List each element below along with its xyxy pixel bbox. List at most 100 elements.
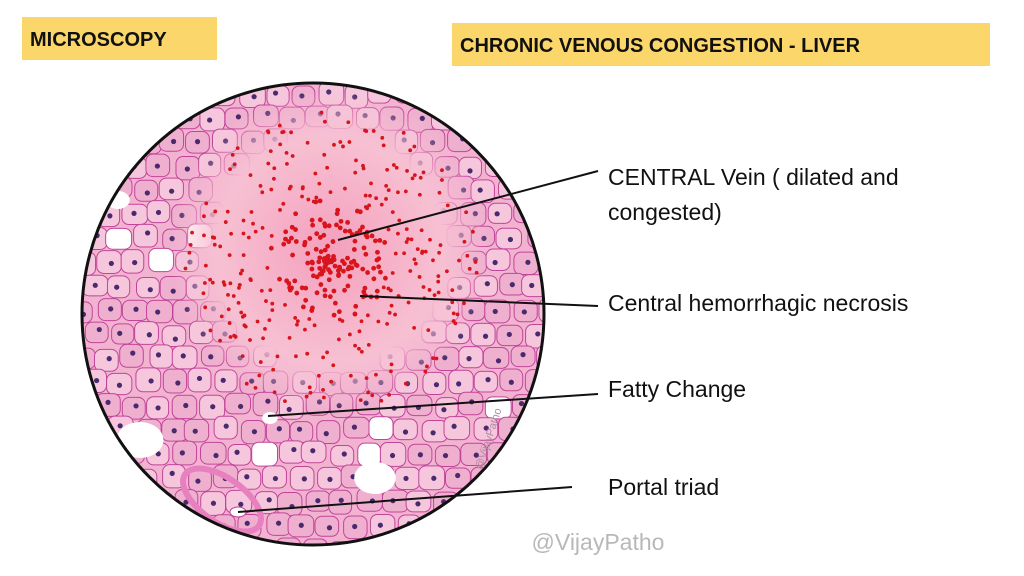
nucleus [480, 475, 486, 481]
rbc [421, 170, 426, 175]
cell [82, 251, 97, 276]
rbc [462, 239, 467, 244]
nucleus [232, 549, 237, 554]
rbc [412, 173, 417, 178]
rbc [241, 253, 246, 258]
nucleus [525, 259, 531, 265]
rbc [406, 237, 410, 241]
rbc [213, 209, 218, 214]
rbc [359, 319, 364, 324]
cell [82, 347, 96, 370]
cell [96, 155, 121, 178]
rbc [371, 276, 377, 282]
rbc [437, 250, 442, 255]
rbc [365, 313, 370, 318]
cell [548, 374, 573, 395]
cell [110, 464, 136, 489]
rbc [325, 243, 331, 249]
nucleus [535, 331, 541, 337]
rbc [230, 152, 235, 157]
rbc [187, 250, 192, 255]
nucleus [265, 398, 271, 404]
cell [457, 104, 482, 128]
rbc [364, 129, 369, 134]
rbc [285, 161, 289, 166]
rbc [226, 292, 230, 297]
rbc [351, 247, 357, 252]
rbc [309, 217, 315, 223]
cell [496, 131, 523, 154]
nucleus [155, 451, 161, 457]
field-border [80, 81, 546, 547]
cell [120, 105, 144, 130]
nucleus [326, 525, 333, 531]
rbc [300, 304, 306, 310]
rbc [467, 266, 472, 271]
cell [392, 418, 418, 441]
rbc [289, 130, 293, 135]
cell [228, 57, 251, 78]
nucleus [120, 472, 127, 478]
nucleus [485, 377, 491, 383]
rbc [420, 249, 425, 254]
rbc [317, 217, 323, 223]
nucleus [286, 406, 292, 413]
rbc [237, 282, 242, 287]
cell [382, 83, 410, 85]
rbc [268, 149, 273, 154]
cell [175, 540, 199, 545]
nucleus [172, 336, 178, 342]
nucleus [102, 446, 108, 452]
rbc [311, 199, 316, 204]
fat-vacuole [262, 412, 278, 424]
rbc [412, 144, 417, 149]
rbc [423, 249, 428, 254]
rbc [334, 211, 340, 217]
nucleus [170, 138, 177, 145]
nucleus [220, 377, 226, 383]
cell [486, 538, 511, 545]
rbc [363, 193, 368, 198]
rbc [445, 203, 450, 208]
nucleus [210, 404, 216, 410]
nucleus [188, 67, 193, 72]
nucleus [457, 522, 463, 528]
rbc [389, 362, 394, 367]
nucleus [175, 380, 181, 386]
nucleus [121, 139, 128, 145]
nucleus [497, 162, 503, 168]
rbc [257, 373, 262, 378]
rbc [377, 238, 383, 243]
nucleus [244, 520, 250, 526]
rbc [204, 201, 209, 206]
rbc [359, 349, 364, 354]
rbc [322, 287, 328, 293]
cell [444, 516, 472, 538]
rbc [313, 246, 319, 252]
cell [354, 539, 382, 545]
rbc [368, 193, 372, 198]
rbc [248, 173, 253, 178]
nucleus [105, 551, 110, 556]
nucleus [171, 428, 177, 434]
rbc [354, 158, 358, 163]
rbc [437, 190, 442, 195]
nucleus [431, 475, 437, 481]
cell [123, 57, 148, 79]
rbc [396, 231, 400, 236]
cell [93, 539, 119, 545]
cell [176, 59, 199, 80]
cell [331, 83, 356, 85]
rbc [316, 259, 322, 265]
rbc [272, 390, 277, 395]
nucleus [415, 501, 421, 507]
rbc [321, 355, 326, 360]
cell [83, 179, 111, 203]
rbc [269, 187, 274, 192]
rbc [331, 312, 337, 318]
nucleus [183, 499, 189, 505]
nucleus [441, 114, 447, 120]
nucleus [210, 67, 215, 72]
cell [200, 441, 227, 465]
